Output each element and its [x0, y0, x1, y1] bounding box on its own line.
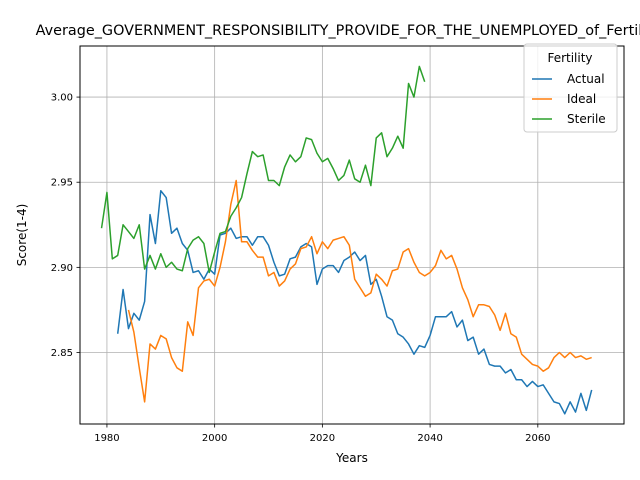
series-line-ideal [127, 179, 592, 403]
x-tick-label: 2040 [417, 433, 442, 444]
y-tick-label: 2.85 [51, 348, 73, 359]
legend-label-actual: Actual [567, 72, 605, 86]
legend: Fertility Actual Ideal Sterile [523, 43, 618, 133]
x-tick-label: 2000 [202, 433, 227, 444]
grid-lines [80, 46, 624, 424]
axis-ticks: 1980 2000 2020 2040 2060 2.85 2.90 2.95 3.00 [51, 93, 551, 444]
series-lines [100, 65, 593, 415]
legend-title: Fertility [547, 51, 592, 65]
legend-box [523, 43, 618, 133]
legend-label-ideal: Ideal [567, 92, 596, 106]
x-tick-label: 1980 [94, 433, 119, 444]
series-line-sterile [100, 65, 426, 274]
y-tick-label: 2.95 [51, 178, 73, 189]
x-tick-label: 2060 [525, 433, 550, 444]
y-axis-label: Score(1-4) [15, 204, 29, 267]
series-line-actual [116, 189, 593, 415]
legend-entries: Actual Ideal Sterile [532, 72, 606, 126]
x-tick-label: 2020 [310, 433, 335, 444]
legend-label-sterile: Sterile [567, 112, 606, 126]
plot-frame [79, 45, 625, 425]
y-tick-label: 3.00 [51, 93, 73, 104]
x-axis-label: Years [335, 451, 368, 465]
y-tick-label: 2.90 [51, 263, 73, 274]
chart-title: Average_GOVERNMENT_RESPONSIBILITY_PROVID… [36, 23, 640, 39]
